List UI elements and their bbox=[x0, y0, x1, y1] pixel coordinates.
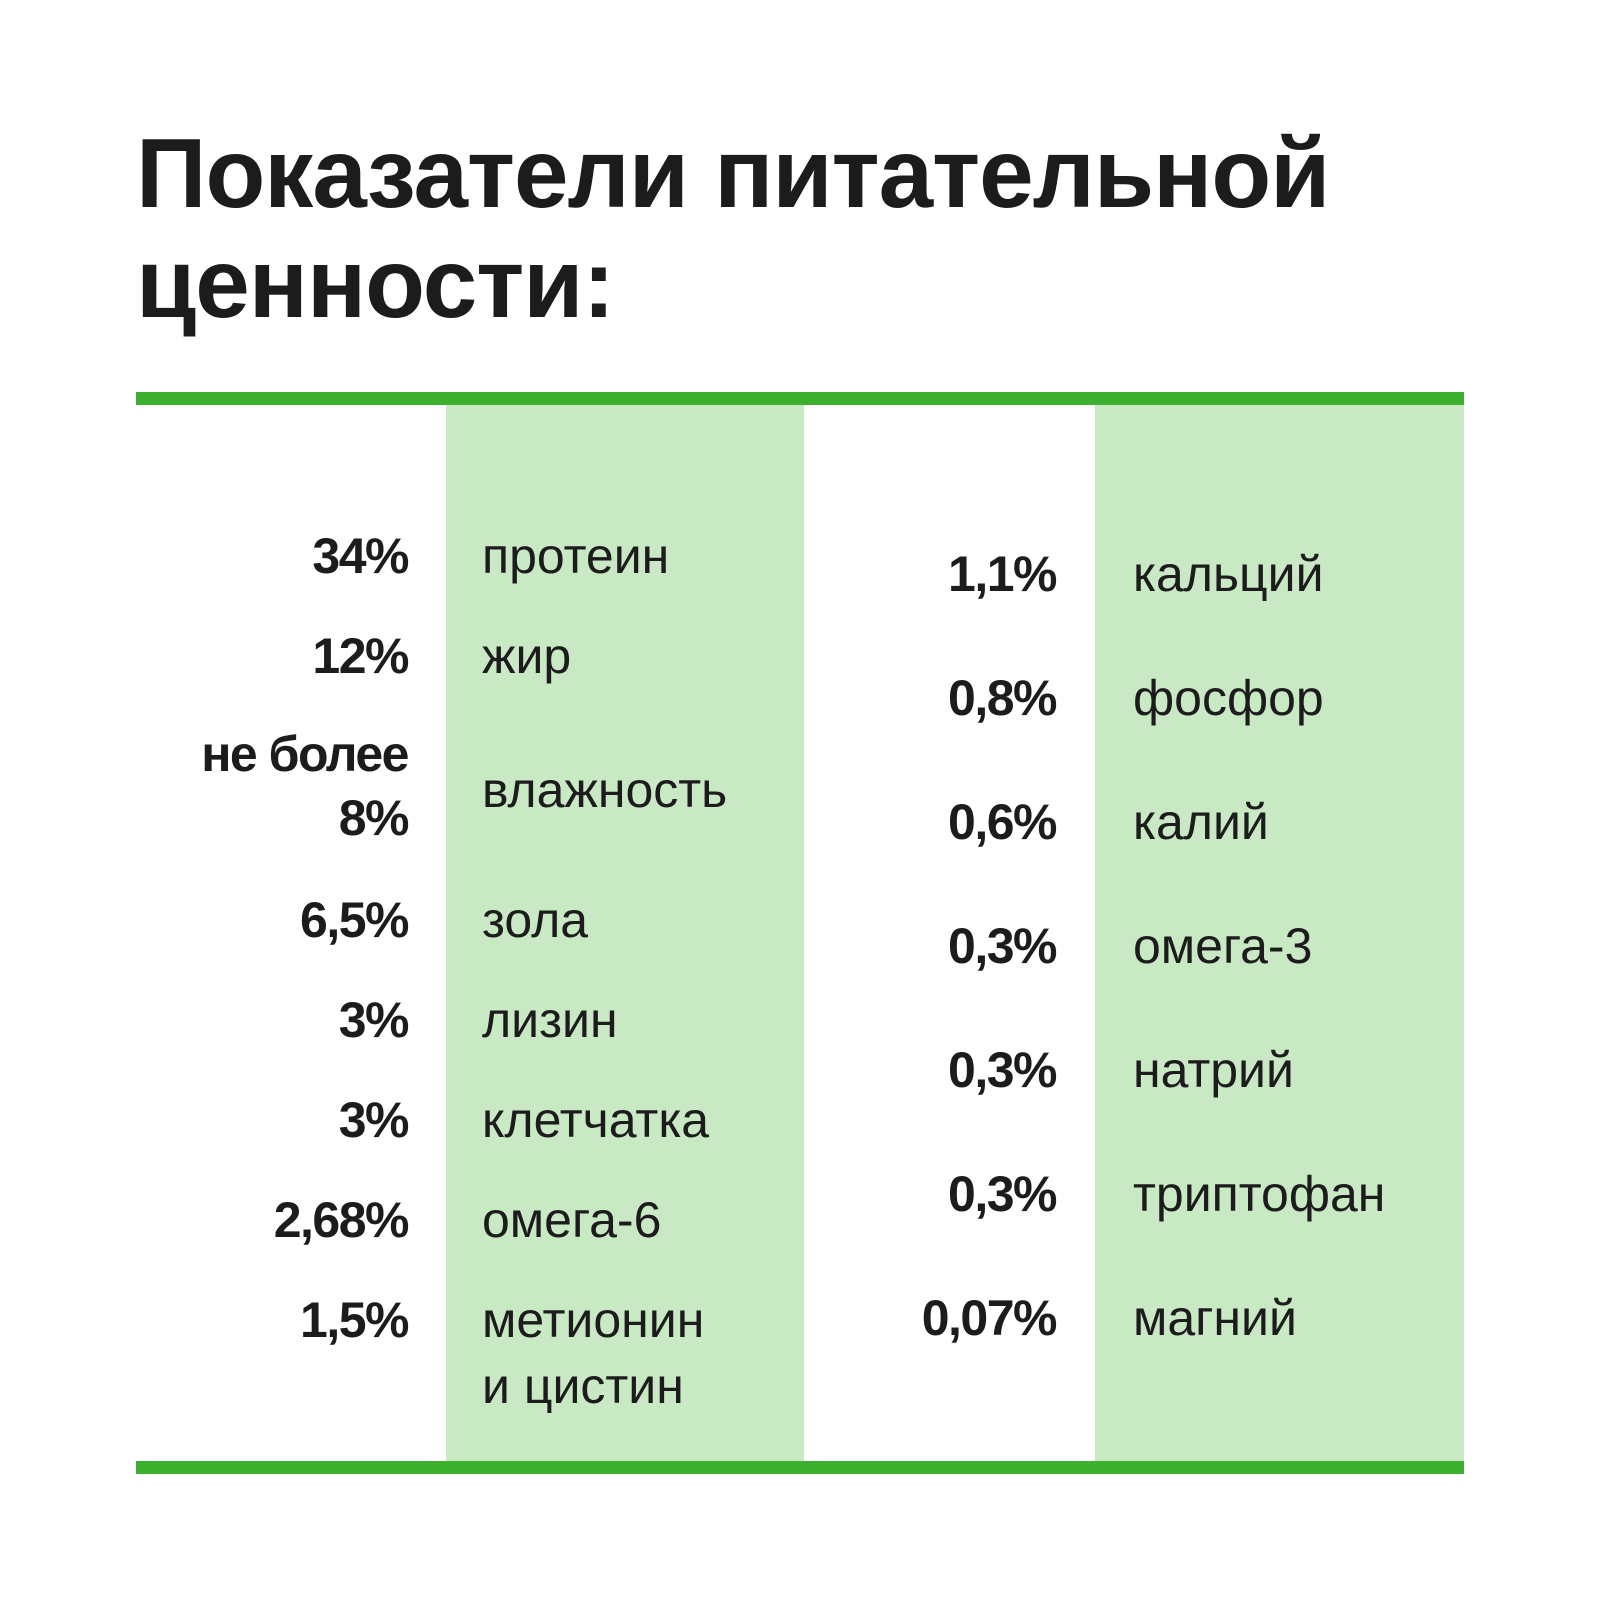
nutrient-value: 2,68% bbox=[273, 1192, 410, 1248]
right-label-band bbox=[1095, 405, 1464, 1461]
nutrient-value: 1,5% bbox=[300, 1292, 409, 1348]
top-green-rule bbox=[136, 392, 1464, 405]
nutrient-value: 0,6% bbox=[948, 794, 1057, 850]
nutrient-value: 0,3% bbox=[948, 1042, 1057, 1098]
nutrient-value-line-1: не более bbox=[201, 726, 409, 782]
nutrient-label: фосфор bbox=[1133, 670, 1324, 726]
nutrient-label: калий bbox=[1133, 794, 1269, 850]
nutrient-label: омега-6 bbox=[482, 1192, 662, 1248]
nutrient-label: омега-3 bbox=[1133, 918, 1313, 974]
nutrient-label: клетчатка bbox=[482, 1092, 710, 1148]
nutrient-label: лизин bbox=[482, 992, 618, 1048]
page-title: Показатели питательной ценности: bbox=[136, 118, 1476, 338]
nutrient-label-line-1: метионин bbox=[482, 1292, 705, 1348]
page-title-line-1: Показатели питательной bbox=[136, 118, 1330, 228]
nutrient-label: натрий bbox=[1133, 1042, 1294, 1098]
nutrient-label: протеин bbox=[482, 528, 670, 584]
nutrient-value: 6,5% bbox=[300, 892, 409, 948]
nutrient-label: магний bbox=[1133, 1290, 1297, 1346]
nutrient-label: влажность bbox=[482, 762, 728, 818]
page-title-line-2: ценности: bbox=[136, 228, 615, 338]
nutrient-value: 0,8% bbox=[948, 670, 1057, 726]
bottom-green-rule bbox=[136, 1461, 1464, 1474]
nutrient-value: 0,3% bbox=[948, 918, 1057, 974]
nutrient-value: 1,1% bbox=[948, 546, 1057, 602]
nutrient-value: 3% bbox=[338, 992, 410, 1048]
nutrient-value: 3% bbox=[338, 1092, 410, 1148]
nutrient-value: 0,07% bbox=[921, 1290, 1058, 1346]
nutrient-label: триптофан bbox=[1133, 1166, 1386, 1222]
left-label-band bbox=[446, 405, 804, 1461]
nutrient-value: 12% bbox=[312, 628, 409, 684]
nutrient-label: зола bbox=[482, 892, 589, 948]
nutrient-value: 34% bbox=[312, 528, 409, 584]
nutrient-value: 0,3% bbox=[948, 1166, 1057, 1222]
nutrient-label: жир bbox=[482, 628, 572, 684]
nutrient-label: кальций bbox=[1133, 546, 1324, 602]
nutrient-value-line-2: 8% bbox=[338, 790, 410, 846]
nutrient-label-line-2: и цистин bbox=[482, 1358, 684, 1414]
